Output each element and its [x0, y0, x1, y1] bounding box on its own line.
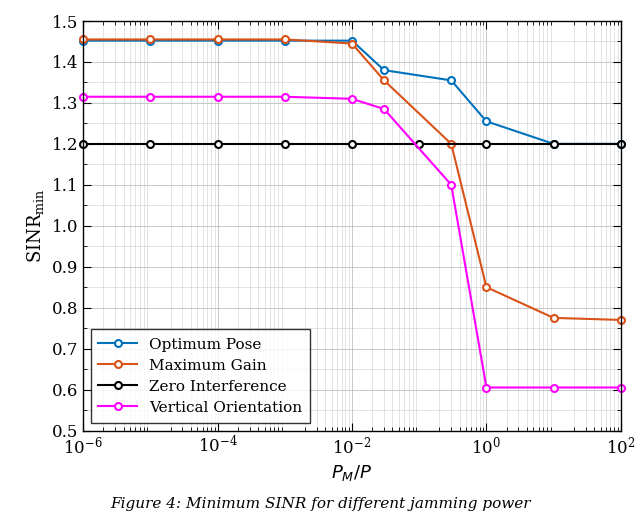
Zero Interference: [281, 141, 289, 147]
Text: Figure 4: Minimum SINR for different jamming power: Figure 4: Minimum SINR for different jam…: [109, 497, 531, 511]
Zero Interference: [79, 141, 87, 147]
Maximum Gain: [550, 314, 557, 321]
Vertical Orientation: [147, 93, 154, 100]
Line: Vertical Orientation: Vertical Orientation: [80, 93, 624, 391]
Maximum Gain: [380, 77, 388, 83]
Zero Interference: [147, 141, 154, 147]
Maximum Gain: [281, 36, 289, 43]
Line: Optimum Pose: Optimum Pose: [80, 37, 624, 148]
X-axis label: $P_M/P$: $P_M/P$: [332, 463, 372, 483]
Vertical Orientation: [214, 93, 221, 100]
Vertical Orientation: [281, 93, 289, 100]
Maximum Gain: [617, 317, 625, 323]
Zero Interference: [550, 141, 557, 147]
Line: Zero Interference: Zero Interference: [80, 140, 624, 148]
Optimum Pose: [447, 77, 455, 83]
Maximum Gain: [348, 40, 356, 47]
Optimum Pose: [281, 37, 289, 44]
Vertical Orientation: [348, 96, 356, 102]
Line: Maximum Gain: Maximum Gain: [80, 36, 624, 323]
Optimum Pose: [348, 37, 356, 44]
Maximum Gain: [79, 36, 87, 43]
Optimum Pose: [147, 37, 154, 44]
Vertical Orientation: [483, 384, 490, 391]
Optimum Pose: [79, 37, 87, 44]
Vertical Orientation: [447, 182, 455, 188]
Vertical Orientation: [380, 106, 388, 112]
Maximum Gain: [214, 36, 221, 43]
Legend: Optimum Pose, Maximum Gain, Zero Interference, Vertical Orientation: Optimum Pose, Maximum Gain, Zero Interfe…: [91, 329, 310, 423]
Vertical Orientation: [550, 384, 557, 391]
Vertical Orientation: [79, 93, 87, 100]
Zero Interference: [415, 141, 423, 147]
Maximum Gain: [447, 141, 455, 147]
Zero Interference: [214, 141, 221, 147]
Zero Interference: [483, 141, 490, 147]
Optimum Pose: [380, 67, 388, 74]
Maximum Gain: [147, 36, 154, 43]
Optimum Pose: [617, 141, 625, 147]
Vertical Orientation: [617, 384, 625, 391]
Maximum Gain: [483, 284, 490, 290]
Optimum Pose: [214, 37, 221, 44]
Optimum Pose: [550, 141, 557, 147]
Zero Interference: [617, 141, 625, 147]
Optimum Pose: [483, 118, 490, 124]
Zero Interference: [348, 141, 356, 147]
Y-axis label: SINR$_\mathregular{min}$: SINR$_\mathregular{min}$: [26, 188, 46, 263]
